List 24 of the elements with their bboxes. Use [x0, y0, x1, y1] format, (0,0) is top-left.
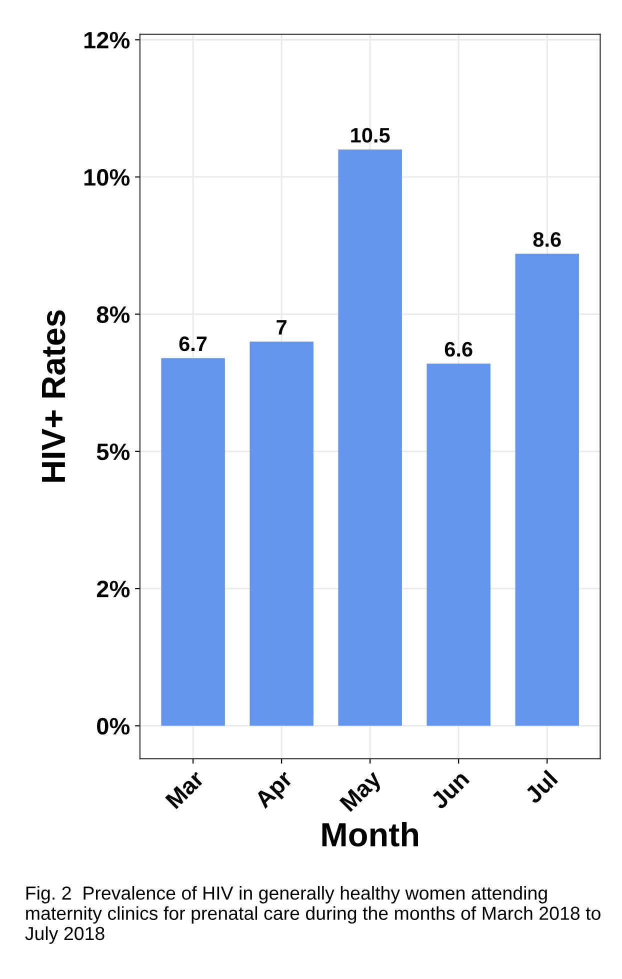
data-label: 8.6: [533, 232, 561, 247]
y-tick-label: 2%: [96, 580, 130, 598]
y-axis-title: HIV+ Rates: [42, 310, 66, 482]
bar: [338, 150, 402, 726]
caption: Fig. 2 Prevalence of HIV in generally healthy women attending maternity clinics for prenatal care during the months of March 2018 to July 2018: [25, 886, 600, 944]
bar: [250, 342, 314, 726]
bar: [426, 364, 490, 726]
y-tick-label: 8%: [96, 306, 130, 323]
x-tick-label: Apr: [254, 769, 297, 812]
data-label: 10.5: [351, 128, 390, 143]
data-label: 7: [276, 320, 286, 335]
x-tick-label: May: [339, 769, 386, 816]
data-label: 6.6: [444, 342, 472, 357]
data-label: 6.7: [179, 336, 207, 352]
x-tick-label: Jul: [523, 770, 558, 805]
bar: [161, 358, 225, 726]
x-axis-title: Month: [322, 822, 418, 847]
x-tick-label: Jun: [430, 770, 470, 810]
y-tick-label: 12%: [84, 32, 130, 48]
y-tick-label: 10%: [84, 169, 130, 186]
y-tick-label: 0%: [97, 718, 130, 735]
bar: [515, 254, 579, 726]
x-tick-label: Mar: [165, 769, 206, 810]
y-tick-label: 5%: [96, 444, 130, 460]
